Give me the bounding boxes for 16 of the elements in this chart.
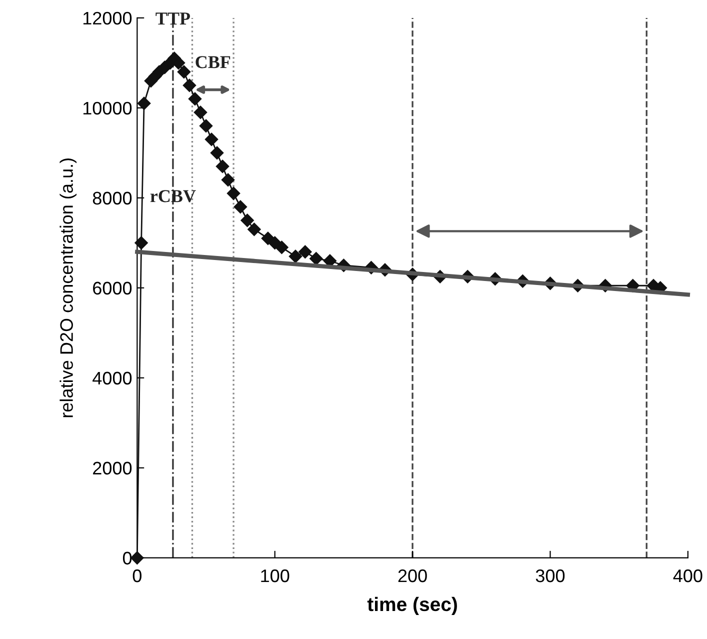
- y-tick-label: 8000: [92, 192, 132, 205]
- x-tick-label: 400: [673, 569, 702, 582]
- x-tick-label: 0: [132, 569, 142, 582]
- annotation: TTP: [156, 12, 190, 24]
- y-tick-label: 10000: [83, 102, 132, 115]
- x-axis-title: time (sec): [367, 596, 457, 616]
- y-tick-label: 0: [122, 552, 132, 565]
- y-tick-label: 4000: [92, 372, 132, 385]
- y-tick-label: 12000: [83, 12, 132, 25]
- x-tick-label: 300: [536, 569, 565, 582]
- y-tick-label: 2000: [93, 462, 132, 475]
- annotation: CBF: [196, 56, 230, 68]
- y-axis-title: relative D2O concentration (a.u.): [60, 158, 77, 418]
- x-tick-label: 200: [398, 569, 427, 582]
- y-tick-label: 6000: [93, 282, 132, 295]
- x-tick-label: 100: [261, 569, 290, 582]
